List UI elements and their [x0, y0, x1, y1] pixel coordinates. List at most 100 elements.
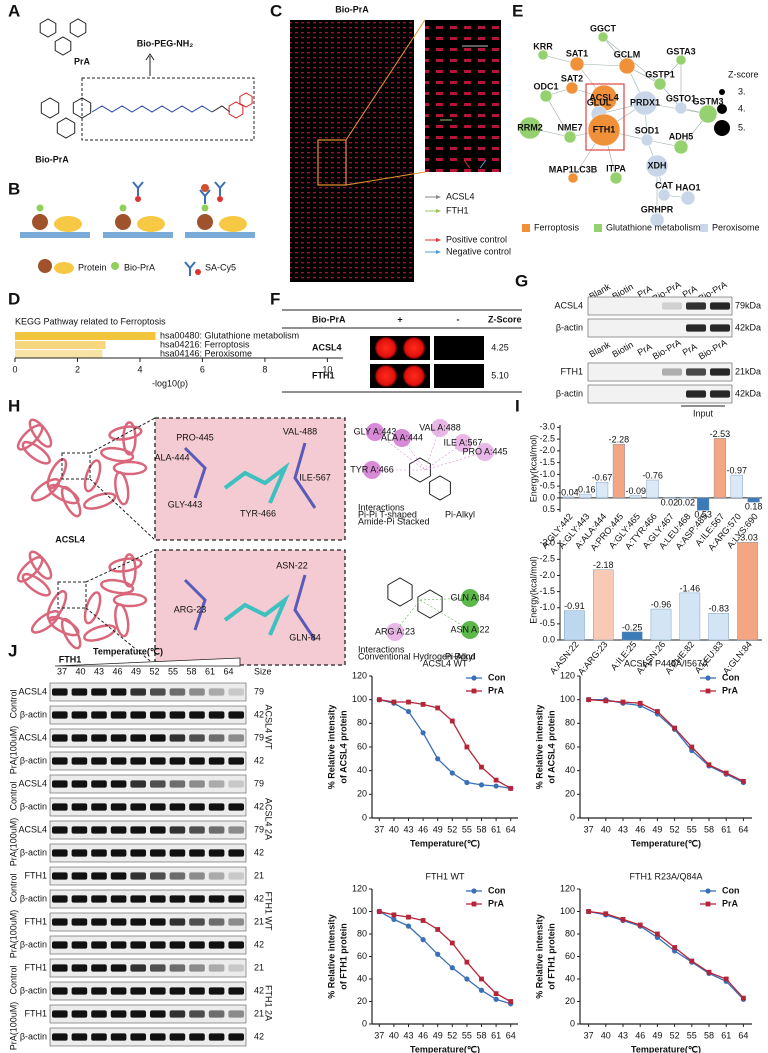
blot-bg	[49, 774, 247, 794]
blot-bg	[587, 362, 733, 382]
protein-yellow	[219, 216, 247, 232]
blot-band	[189, 941, 205, 949]
y-axis-label: % Relative intensity	[326, 705, 336, 790]
blot-band	[130, 757, 146, 765]
protein-ribbon	[112, 460, 148, 476]
blot-bg	[49, 843, 247, 863]
blot-band	[91, 918, 107, 926]
gradient-triangle	[54, 657, 241, 667]
x-tick-label: 52	[447, 1030, 457, 1040]
data-point	[391, 699, 397, 705]
residue-stick	[293, 442, 317, 509]
network-node	[680, 190, 696, 206]
spot	[375, 365, 397, 387]
blot-band	[228, 757, 244, 765]
protein-ribbon	[83, 624, 117, 642]
size-label: 79	[254, 686, 264, 696]
data-point	[435, 756, 441, 762]
blot-band	[208, 895, 225, 903]
blot-bg	[49, 935, 247, 955]
zoom-line	[345, 19, 426, 141]
y-tick-label: 100	[352, 694, 367, 704]
blot-band	[110, 826, 127, 834]
residue-label: ALA-444	[154, 452, 189, 462]
peg-chain	[91, 105, 213, 113]
size-legend-title: Z-score	[728, 69, 759, 79]
row-label: ACSL4	[554, 300, 583, 310]
protein-ribbon	[21, 572, 51, 597]
blot-band	[130, 918, 146, 926]
interaction-legend: Amide-Pi Stacked	[358, 516, 430, 526]
data-point	[723, 976, 729, 982]
ring	[409, 457, 431, 483]
node-label: GSTO1	[666, 93, 696, 103]
table-header: Z-Score	[488, 314, 522, 324]
data-point	[586, 697, 591, 703]
value-label: -2.28	[609, 435, 630, 445]
blot-bg	[587, 384, 733, 404]
bar	[713, 438, 727, 499]
blot-band	[208, 1033, 225, 1041]
legend-label: Con	[488, 885, 506, 895]
legend-swatch	[594, 224, 602, 232]
legend-arrow-head	[436, 250, 441, 254]
network-node	[597, 31, 609, 43]
network-node	[539, 89, 553, 103]
y-axis-label: Energy(kcal/mol)	[528, 435, 538, 503]
blot-band	[208, 918, 225, 926]
panel-letter: H	[8, 396, 20, 415]
residue-label: VAL-488	[283, 426, 317, 436]
blot-band	[189, 1033, 205, 1041]
panel-letter: B	[8, 179, 20, 198]
interaction-legend: Pi-Alkyl	[445, 509, 475, 519]
value-label: -3.03	[737, 533, 758, 543]
legend-marker	[705, 688, 711, 694]
blot-band	[71, 688, 88, 696]
blot-band	[150, 918, 166, 926]
value-label: -0.83	[708, 604, 729, 614]
node-label: MAP1LC3B	[549, 164, 598, 174]
x-tick-label: 49	[652, 1030, 662, 1040]
y-axis-label: of ACSL4 protein	[338, 710, 348, 783]
blot-band	[130, 803, 146, 811]
residue-label: GLN-84	[289, 632, 321, 642]
legend-marker	[705, 901, 711, 907]
blot-band	[208, 872, 225, 880]
blot-band	[228, 688, 244, 696]
y-axis-label: of FTH1 protein	[338, 923, 348, 990]
size-label: 79	[254, 824, 264, 834]
x-tick-label: A:GLN:84	[721, 639, 754, 676]
blot-band	[71, 780, 88, 788]
y-tick-label: 120	[352, 670, 367, 680]
blot-band	[52, 734, 68, 742]
data-point	[741, 778, 746, 784]
antibody	[214, 181, 226, 196]
blot-bg	[49, 797, 247, 817]
data-point	[478, 782, 485, 788]
highlight-box	[585, 83, 625, 151]
data-point	[508, 999, 514, 1004]
blot-band	[228, 780, 244, 788]
blot-bg	[587, 296, 733, 316]
y-tick-label: -2.5	[539, 554, 555, 564]
blot-band	[686, 302, 706, 310]
y-tick-label: 120	[352, 883, 367, 893]
legend-label: Peroxisome	[712, 222, 760, 232]
protein-ribbon	[28, 550, 53, 580]
bar-label: hsa04146: Peroxisome	[160, 348, 252, 358]
node-label: SOD1	[635, 125, 660, 135]
ring	[387, 577, 413, 607]
data-point	[620, 699, 626, 705]
y-axis-label: % Relative intensity	[326, 914, 336, 999]
treatment-label: PrA(100uM)	[8, 1002, 18, 1051]
blot-band	[91, 1010, 107, 1018]
x-tick-label: 58	[476, 1030, 486, 1040]
data-point	[479, 764, 484, 770]
protein-ribbon	[108, 557, 143, 573]
blot-band	[130, 1033, 146, 1041]
blot-band	[91, 872, 107, 880]
blot-band	[189, 849, 205, 857]
network-node	[587, 113, 621, 147]
row-label: FTH1	[25, 1008, 48, 1018]
row-label: FTH1	[25, 962, 48, 972]
